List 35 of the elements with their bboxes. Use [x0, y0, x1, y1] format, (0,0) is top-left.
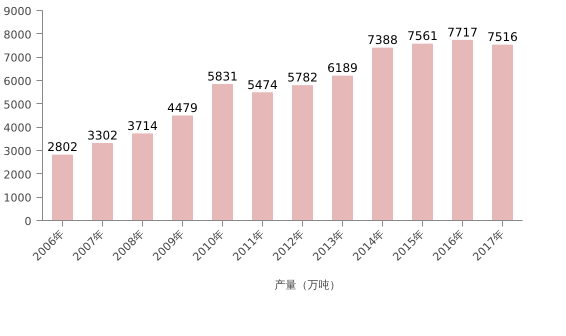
bar	[372, 48, 393, 220]
y-tick-label: 1000	[4, 192, 32, 205]
data-label: 4479	[167, 100, 198, 115]
bar	[252, 92, 273, 220]
bar	[52, 154, 73, 220]
data-label: 3302	[87, 128, 118, 142]
bar	[172, 115, 193, 220]
y-tick-label: 7000	[4, 52, 32, 65]
bar	[292, 85, 313, 220]
data-label: 2802	[47, 140, 78, 154]
data-label: 5831	[207, 69, 238, 84]
data-label: 5474	[247, 78, 278, 92]
y-tick-label: 2000	[4, 168, 32, 182]
data-label: 7516	[487, 30, 518, 44]
bar	[92, 142, 113, 220]
bar	[212, 84, 233, 220]
data-label: 3714	[127, 118, 158, 133]
data-label: 6189	[327, 61, 358, 76]
data-label: 7561	[407, 29, 438, 44]
y-tick-label: 3000	[4, 145, 32, 158]
bar	[332, 76, 353, 220]
y-tick-label: 4000	[4, 122, 32, 135]
data-label: 5782	[287, 70, 318, 85]
y-tick-label: 9000	[4, 5, 32, 18]
data-label: 7388	[367, 33, 398, 48]
bar	[412, 44, 433, 220]
y-tick-label: 5000	[4, 98, 32, 112]
y-tick-label: 6000	[4, 75, 32, 88]
bar	[492, 44, 513, 220]
y-tick-label: 8000	[4, 28, 32, 42]
bar	[132, 133, 153, 220]
y-tick-label: 0	[24, 215, 32, 228]
bar	[452, 40, 473, 220]
text: 产量（万吨）	[274, 278, 340, 292]
data-label: 7717	[447, 25, 478, 40]
